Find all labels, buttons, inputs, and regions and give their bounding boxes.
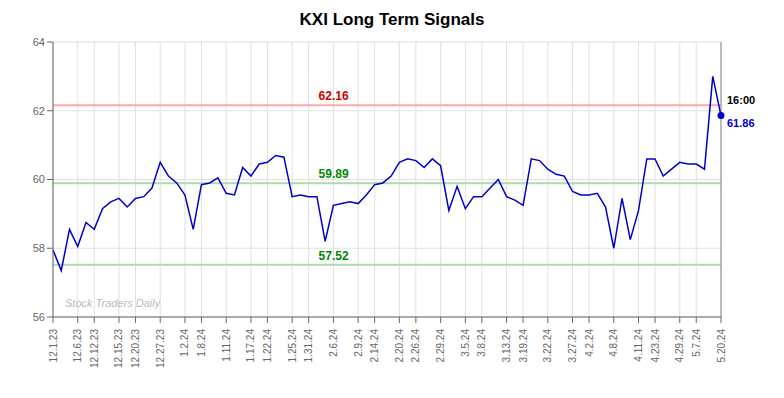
- svg-text:3.5.24: 3.5.24: [460, 329, 471, 357]
- svg-text:1.31.24: 1.31.24: [303, 329, 314, 363]
- svg-text:3.8.24: 3.8.24: [476, 329, 487, 357]
- svg-text:12.15.23: 12.15.23: [113, 329, 124, 368]
- svg-text:58: 58: [33, 242, 45, 254]
- svg-text:4.2.24: 4.2.24: [584, 329, 595, 357]
- svg-text:62: 62: [33, 105, 45, 117]
- svg-text:2.14.24: 2.14.24: [369, 329, 380, 363]
- svg-text:1.25.24: 1.25.24: [287, 329, 298, 363]
- svg-text:4.29.24: 4.29.24: [674, 329, 685, 363]
- svg-text:3.19.24: 3.19.24: [518, 329, 529, 363]
- svg-text:2.29.24: 2.29.24: [435, 329, 446, 363]
- svg-text:4.8.24: 4.8.24: [608, 329, 619, 357]
- svg-text:3.27.24: 3.27.24: [567, 329, 578, 363]
- svg-text:1.17.24: 1.17.24: [245, 329, 256, 363]
- svg-text:2.6.24: 2.6.24: [328, 329, 339, 357]
- svg-text:1.8.24: 1.8.24: [196, 329, 207, 357]
- svg-text:5.20.24: 5.20.24: [716, 329, 727, 363]
- svg-text:2.9.24: 2.9.24: [353, 329, 364, 357]
- svg-text:64: 64: [33, 36, 45, 48]
- svg-text:2.26.24: 2.26.24: [410, 329, 421, 363]
- svg-text:61.86: 61.86: [727, 117, 755, 129]
- svg-text:60: 60: [33, 173, 45, 185]
- svg-text:12.27.23: 12.27.23: [155, 329, 166, 368]
- svg-text:16:00: 16:00: [727, 94, 755, 106]
- svg-text:56: 56: [33, 311, 45, 323]
- svg-text:12.20.23: 12.20.23: [130, 329, 141, 368]
- svg-text:4.11.24: 4.11.24: [633, 329, 644, 362]
- svg-text:12.1.23: 12.1.23: [48, 329, 59, 363]
- svg-text:4.23.24: 4.23.24: [650, 329, 661, 363]
- svg-text:3.22.24: 3.22.24: [542, 329, 553, 363]
- svg-text:1.2.24: 1.2.24: [179, 329, 190, 357]
- html-text:KXI Long Term Signals: KXI Long Term Signals: [299, 10, 485, 29]
- svg-text:1.11.24: 1.11.24: [221, 329, 232, 362]
- svg-text:2.20.24: 2.20.24: [394, 329, 405, 363]
- svg-text:57.52: 57.52: [319, 249, 349, 263]
- svg-text:5.7.24: 5.7.24: [691, 329, 702, 357]
- html-text:Stock Traders Daily: Stock Traders Daily: [65, 297, 161, 309]
- svg-text:12.6.23: 12.6.23: [72, 329, 83, 363]
- svg-text:62.16: 62.16: [319, 89, 349, 103]
- svg-text:59.89: 59.89: [319, 167, 349, 181]
- svg-text:12.12.23: 12.12.23: [89, 329, 100, 368]
- svg-text:3.13.24: 3.13.24: [501, 329, 512, 363]
- svg-text:1.22.24: 1.22.24: [262, 329, 273, 363]
